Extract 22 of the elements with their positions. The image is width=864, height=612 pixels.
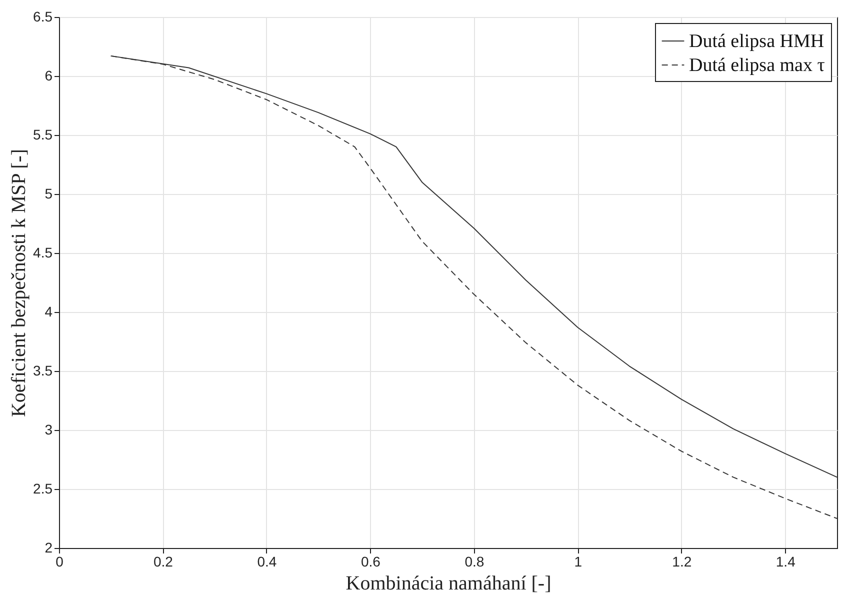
x-tick-label: 0.8 — [464, 554, 484, 570]
y-tick-label: 4.5 — [33, 244, 53, 260]
x-tick-label: 0.6 — [360, 554, 381, 570]
y-tick-label: 5 — [44, 186, 53, 202]
y-tick-label: 5.5 — [33, 126, 53, 142]
x-tick-label: 0.2 — [154, 554, 174, 570]
y-tick-label: 2 — [44, 540, 53, 556]
x-tick-label: 1 — [574, 554, 582, 570]
legend-label: Dutá elipsa HMH — [689, 31, 824, 52]
y-tick-label: 3 — [44, 422, 53, 438]
x-axis-title: Kombinácia namáhaní [-] — [346, 572, 552, 594]
y-tick-label: 3.5 — [33, 362, 53, 378]
y-tick-label: 4 — [44, 304, 53, 320]
y-tick-label: 6.5 — [33, 8, 53, 24]
legend-label: Dutá elipsa max τ — [689, 55, 826, 76]
x-tick-label: 0.4 — [257, 554, 277, 570]
y-tick-label: 6 — [44, 68, 53, 84]
x-tick-label: 0 — [56, 554, 64, 570]
y-tick-label: 2.5 — [33, 480, 53, 496]
x-tick-label: 1.4 — [776, 554, 796, 570]
y-axis-title: Koeficient bezpečnosti k MSP [-] — [8, 148, 30, 418]
x-tick-label: 1.2 — [672, 554, 692, 570]
